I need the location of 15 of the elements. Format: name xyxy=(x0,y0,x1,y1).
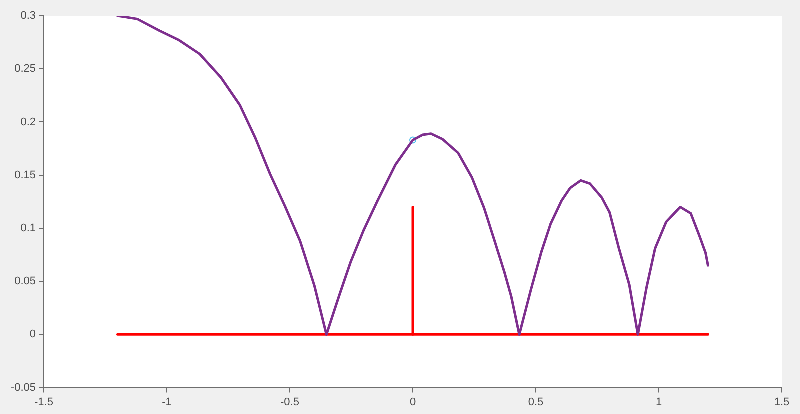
x-tick-label: -0.5 xyxy=(280,396,300,408)
y-tick-label: 0.15 xyxy=(14,169,36,182)
y-tick-label: 0.3 xyxy=(20,10,36,22)
y-tick-label: -0.05 xyxy=(10,382,36,394)
y-tick-label: 0.05 xyxy=(14,276,36,288)
x-tick-label: -1 xyxy=(162,396,172,408)
x-tick-label: 1.5 xyxy=(774,396,790,408)
y-tick-label: 0 xyxy=(30,328,36,341)
y-tick-label: 0.25 xyxy=(14,63,36,76)
y-tick-label: 0.2 xyxy=(20,116,36,128)
x-tick-label: 0 xyxy=(410,396,416,408)
x-tick-label: 0.5 xyxy=(528,396,544,408)
x-tick-label: -1.5 xyxy=(34,396,54,408)
x-tick-label: 1 xyxy=(656,396,662,408)
y-tick-label: 0.1 xyxy=(20,222,36,234)
